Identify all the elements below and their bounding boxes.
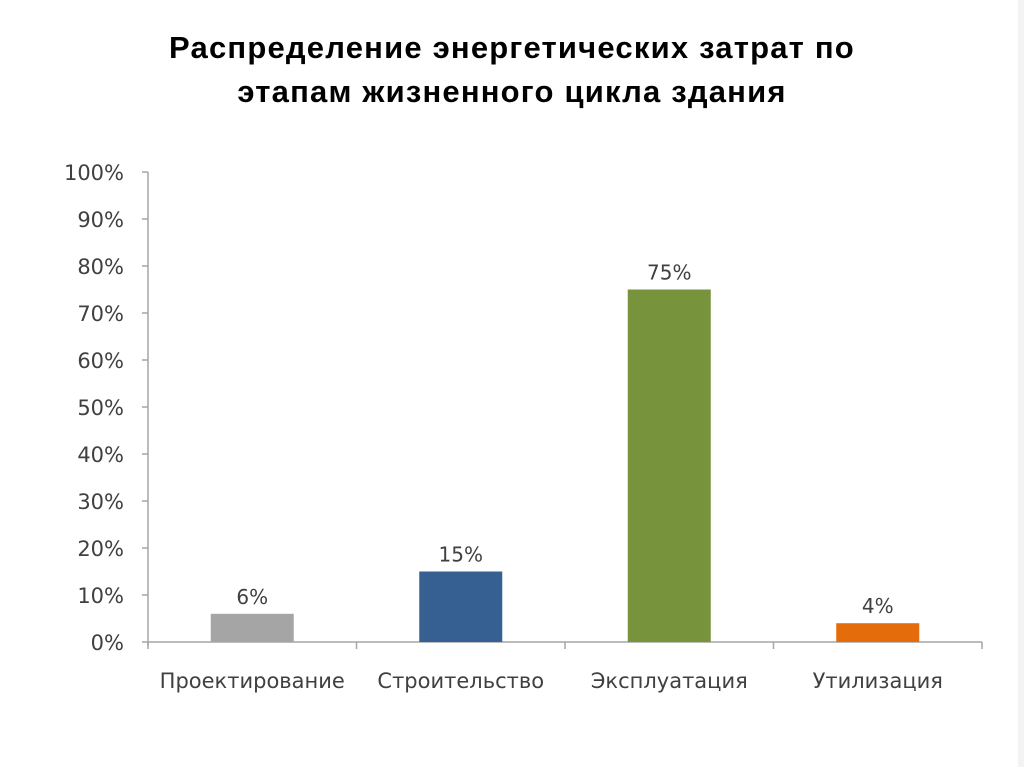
y-tick-label: 30% (77, 490, 124, 514)
y-tick-label: 10% (77, 584, 124, 608)
y-tick-label: 60% (77, 349, 124, 373)
y-tick-label: 40% (77, 443, 124, 467)
bar-value-label: 4% (862, 594, 894, 618)
chart-title: Распределение энергетических затрат по э… (0, 26, 1024, 114)
y-tick-label: 100% (64, 161, 124, 185)
y-tick-label: 0% (91, 631, 124, 655)
y-tick-label: 70% (77, 302, 124, 326)
bar-value-label: 75% (647, 261, 691, 285)
y-axis: 0% 10% 20% 30% 40% 50% 60% 70% 80% 90% 100% (64, 161, 149, 655)
bars-group: 6% Проектирование 15% Строительство 75% Экспл… (160, 261, 943, 694)
bar-4: 4% Утилизация (813, 594, 943, 693)
bar-1: 6% Проектирование (160, 585, 345, 693)
bar-rect (210, 613, 294, 642)
x-category-label: Эксплуатация (591, 669, 748, 693)
slide-edge (1018, 0, 1024, 767)
y-tick-label: 90% (77, 208, 124, 232)
chart-title-line-2: этапам жизненного цикла здания (237, 74, 787, 109)
y-tick-label: 20% (77, 537, 124, 561)
chart-title-line-1: Распределение энергетических затрат по (169, 30, 855, 65)
x-category-label: Строительство (377, 669, 544, 693)
y-tick-label: 80% (77, 255, 124, 279)
y-tick-label: 50% (77, 396, 124, 420)
bar-rect (627, 289, 711, 642)
x-category-label: Утилизация (813, 669, 943, 693)
bar-2: 15% Строительство (377, 543, 544, 694)
bar-value-label: 15% (439, 543, 483, 567)
x-axis (147, 641, 983, 649)
bar-3: 75% Эксплуатация (591, 261, 748, 694)
bar-value-label: 6% (236, 585, 268, 609)
x-category-label: Проектирование (160, 669, 345, 693)
bar-rect (836, 623, 920, 642)
bar-rect (419, 571, 503, 642)
